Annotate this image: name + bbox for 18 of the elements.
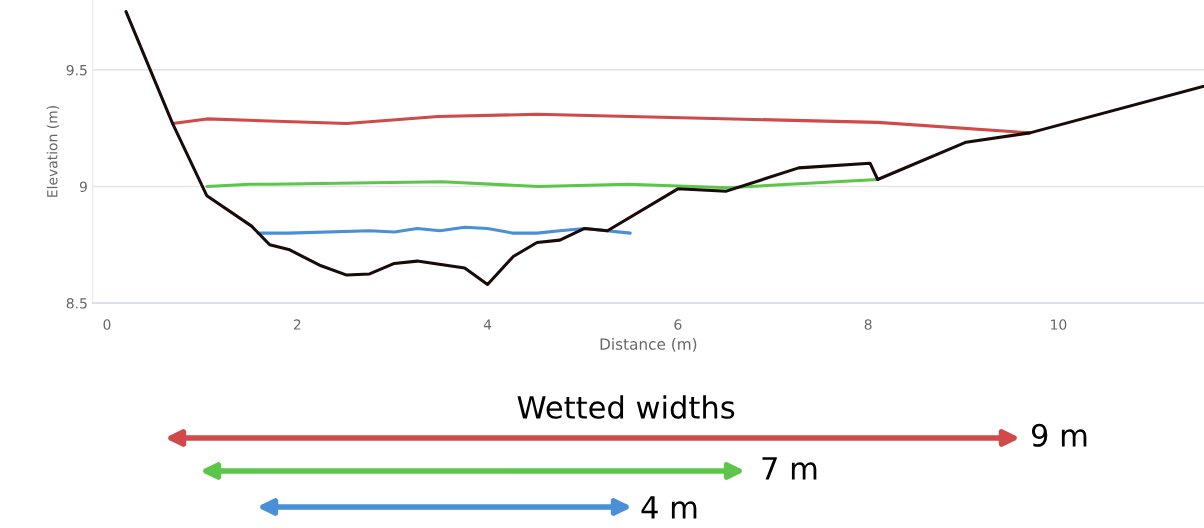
x-axis-title: Distance (m)	[600, 338, 697, 352]
y-tick-label: 9	[79, 181, 87, 192]
x-tick-label: 8	[864, 319, 872, 330]
x-tick-label: 4	[483, 319, 492, 330]
line-series	[171, 112, 1032, 135]
y-tick-label: 9.5	[66, 64, 87, 76]
text: 7 m	[762, 457, 817, 480]
y-axis-title: Elevation (m)	[46, 106, 60, 197]
line-series	[124, 10, 1204, 286]
x-tick-label: 10	[1051, 319, 1067, 330]
x-tick-label: 6	[674, 319, 682, 330]
x-tick-label: 0	[103, 319, 111, 330]
text: 4 m	[641, 496, 697, 519]
y-tick-label: 8.5	[66, 298, 87, 309]
line-series	[205, 177, 880, 190]
text: 9 m	[1031, 423, 1087, 447]
x-tick-label: 2	[293, 319, 301, 330]
text: Wetted widths	[517, 395, 735, 419]
